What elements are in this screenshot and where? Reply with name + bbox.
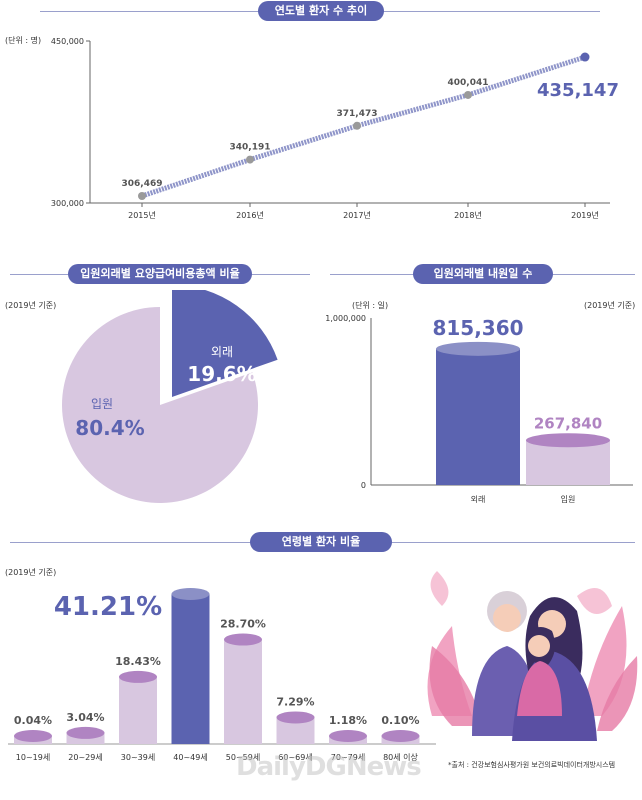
- ratio-section-title: 입원외래별 요양급여비용총액 비율: [68, 264, 252, 284]
- y-tick-label: 300,000: [51, 199, 84, 208]
- leaf-decoration: [427, 571, 638, 731]
- y-tick-label: 1,000,000: [325, 314, 366, 323]
- x-tick-label: 80세 이상: [383, 752, 418, 762]
- ratio-pie-chart: 외래 19.6% 입원 80.4%: [62, 290, 278, 503]
- x-tick-label: 외래: [471, 494, 486, 504]
- trend-unit-note: (단위 : 명): [5, 36, 42, 45]
- data-label: 340,191: [230, 143, 271, 153]
- data-label: 28.70%: [220, 618, 266, 631]
- x-tick-label: 70~79세: [331, 753, 365, 762]
- x-tick-label: 2018년: [454, 210, 482, 220]
- x-tick-label: 20~29세: [68, 753, 102, 762]
- pie-slice-outpatient: [172, 290, 278, 397]
- data-label: 267,840: [534, 414, 602, 432]
- pie-slice-inpatient: [62, 307, 259, 503]
- trend-line-chart: 450,000 300,000 306,469 2015년 340,191 2016년…: [51, 37, 619, 220]
- bar: [171, 594, 210, 744]
- bar-cap: [224, 633, 262, 646]
- watermark-logo: DailyDGNews: [236, 752, 422, 782]
- x-tick-label: 40~49세: [173, 753, 207, 762]
- data-point: [138, 192, 146, 201]
- data-point: [246, 155, 254, 164]
- data-label: 435,147: [537, 80, 619, 101]
- age-basis-note: (2019년 기준): [5, 568, 57, 577]
- child-figure: [517, 627, 562, 716]
- data-point: [464, 90, 472, 99]
- bar: [119, 676, 157, 744]
- bar-cap: [66, 726, 105, 739]
- x-tick-label: 60~69세: [278, 753, 312, 762]
- trend-section-title: 연도별 환자 수 추이: [258, 1, 384, 21]
- bar: [526, 440, 610, 485]
- bar: [224, 639, 262, 744]
- data-label: 400,041: [448, 78, 489, 88]
- data-label: 1.18%: [329, 714, 367, 727]
- bar-cap: [14, 730, 52, 742]
- x-tick-label: 입원: [561, 495, 576, 504]
- x-tick-label: 50~59세: [226, 753, 260, 762]
- slice-value-label: 19.6%: [187, 362, 256, 386]
- bar-cap: [436, 341, 520, 356]
- x-tick-label: 2016년: [236, 210, 264, 220]
- bar-cap: [526, 433, 610, 448]
- x-tick-label: 10~19세: [16, 753, 50, 762]
- data-label: 815,360: [432, 316, 523, 340]
- data-label: 0.04%: [14, 714, 52, 727]
- slice-name-label: 외래: [211, 345, 233, 359]
- ratio-basis-note: (2019년 기준): [5, 301, 57, 310]
- slice-value-label: 80.4%: [75, 416, 144, 440]
- data-label: 3.04%: [66, 711, 104, 724]
- age-section-title: 연령별 환자 비율: [250, 532, 392, 552]
- days-unit-note: (단위 : 일): [352, 301, 389, 310]
- bar-cap: [119, 670, 157, 683]
- bar-cap: [329, 730, 367, 742]
- data-label: 7.29%: [276, 695, 314, 708]
- days-bar-chart: 1,000,000 0 815,360 외래 267,840 입원: [325, 314, 633, 504]
- bar: [436, 348, 520, 485]
- data-label: 41.21%: [54, 592, 162, 622]
- source-note: *출처 : 건강보험심사평가원 보건의료빅데이터개방시스템: [448, 761, 616, 769]
- y-tick-label: 0: [361, 481, 366, 490]
- data-label: 371,473: [337, 109, 378, 119]
- days-basis-note: (2019년 기준): [584, 301, 636, 310]
- slice-name-label: 입원: [91, 397, 113, 411]
- age-bar-chart: 0.04% 10~19세 3.04% 20~29세 18.43% 30~39세 41.21%…: [8, 588, 436, 762]
- data-label: 0.10%: [381, 714, 419, 727]
- data-label: 18.43%: [115, 655, 161, 668]
- bar-cap: [171, 588, 210, 600]
- y-tick-label: 450,000: [51, 37, 84, 46]
- data-point: [580, 52, 590, 62]
- data-point: [353, 121, 361, 130]
- days-section-title: 입원외래별 내원일 수: [413, 264, 553, 284]
- family-illustration: [427, 571, 638, 741]
- bar-cap: [276, 711, 315, 724]
- x-tick-label: 30~39세: [121, 753, 155, 762]
- data-label: 306,469: [122, 179, 163, 189]
- x-tick-label: 2017년: [343, 210, 371, 220]
- x-tick-label: 2015년: [128, 210, 156, 220]
- bar-cap: [381, 730, 420, 742]
- x-tick-label: 2019년: [571, 210, 599, 220]
